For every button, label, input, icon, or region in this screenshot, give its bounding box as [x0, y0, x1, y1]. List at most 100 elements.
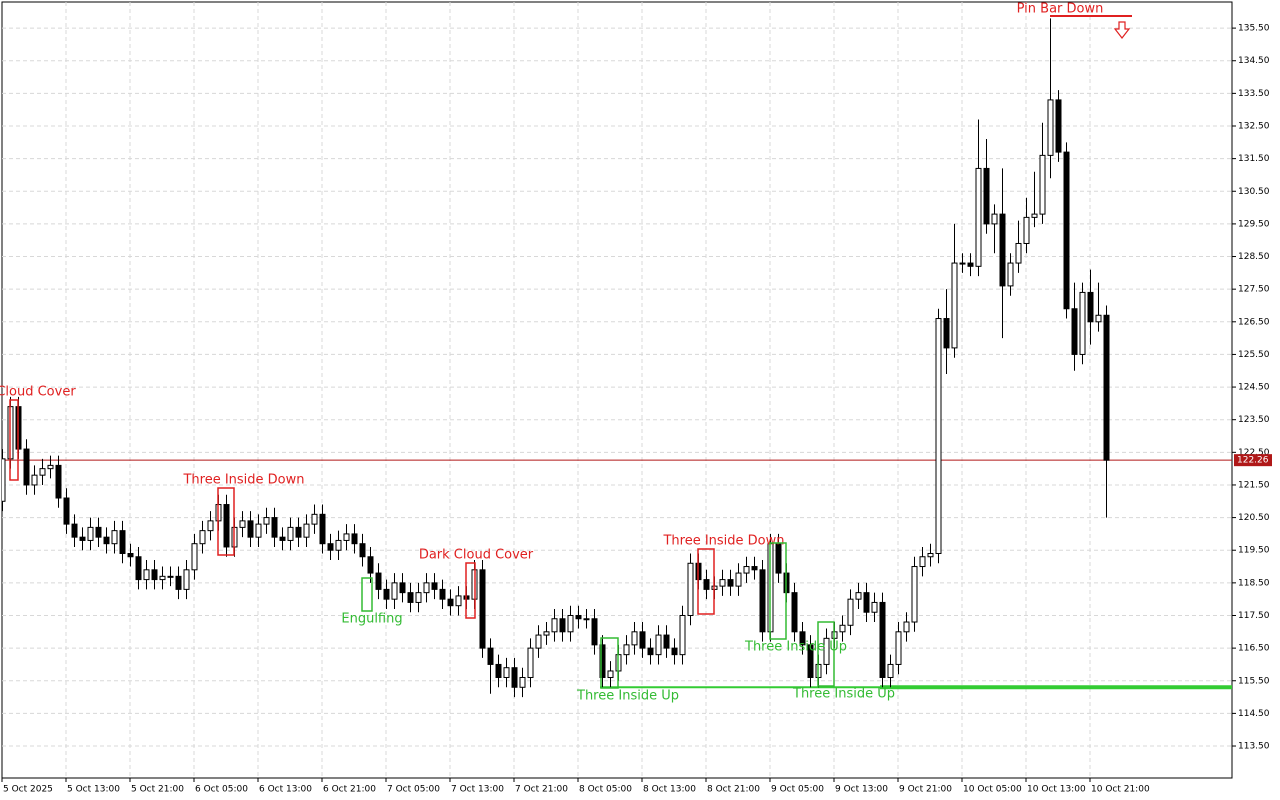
candle-body: [559, 618, 566, 633]
pattern-label: Three Inside Up: [792, 687, 895, 702]
x-tick-label: 5 Oct 13:00: [67, 785, 120, 795]
candle-body: [519, 676, 526, 688]
y-tick-label: 127.50: [1238, 285, 1270, 295]
y-tick-label: 123.50: [1238, 415, 1270, 425]
candle-body: [79, 536, 86, 541]
candle-body: [135, 556, 142, 581]
pattern-box: [697, 548, 715, 615]
candle-body: [127, 552, 134, 558]
candle-body: [1071, 308, 1078, 355]
candle-body: [343, 533, 350, 541]
candle-body: [567, 614, 574, 633]
y-tick-label: 126.50: [1238, 317, 1270, 327]
candle-body: [391, 582, 398, 600]
candle-body: [719, 579, 726, 587]
candle-body: [911, 566, 918, 623]
candle-body: [503, 667, 510, 678]
candle-body: [383, 588, 390, 600]
candle-body: [951, 262, 958, 349]
x-tick-label: 6 Oct 21:00: [323, 785, 376, 795]
candle-body: [599, 644, 606, 678]
candle-body: [663, 634, 670, 649]
candle-body: [1055, 99, 1062, 153]
candle-body: [895, 631, 902, 665]
candle-body: [975, 167, 982, 267]
candle-body: [39, 468, 46, 476]
y-tick-label: 124.50: [1238, 383, 1270, 393]
candles: [2, 18, 1110, 698]
pattern-label: Three Inside Up: [744, 640, 847, 655]
candle-body: [375, 572, 382, 590]
candle-body: [687, 562, 694, 616]
candle-body: [679, 614, 686, 656]
candle-body: [447, 598, 454, 607]
candle-body: [807, 644, 814, 678]
y-tick-label: 135.50: [1238, 24, 1270, 34]
candle-body: [855, 592, 862, 600]
candle-body: [647, 647, 654, 656]
candle-body: [287, 526, 294, 541]
candle-body: [95, 526, 102, 538]
candle-body: [1007, 262, 1014, 287]
candle-body: [863, 592, 870, 613]
candle-body: [727, 579, 734, 587]
x-tick-label: 8 Oct 21:00: [707, 785, 760, 795]
candle-body: [703, 579, 710, 590]
pattern-box: [361, 577, 373, 612]
y-tick-label: 122.50: [1238, 448, 1270, 458]
y-tick-label: 118.50: [1238, 578, 1270, 588]
candle-body: [399, 582, 406, 594]
pattern-box: [465, 562, 476, 619]
candle-body: [407, 592, 414, 603]
candle-body: [575, 614, 582, 620]
candle-body: [311, 513, 318, 525]
x-tick-label: 7 Oct 21:00: [515, 785, 568, 795]
candle-body: [511, 667, 518, 688]
candle-body: [1047, 99, 1054, 156]
candle-body: [1063, 151, 1070, 310]
y-tick-label: 133.50: [1238, 89, 1270, 99]
candle-body: [583, 618, 590, 621]
candle-body: [1031, 213, 1038, 218]
candle-body: [119, 530, 126, 554]
x-tick-label: 7 Oct 05:00: [387, 785, 440, 795]
candle-body: [239, 520, 246, 528]
y-tick-label: 131.50: [1238, 154, 1270, 164]
candle-body: [799, 631, 806, 646]
y-tick-label: 115.50: [1238, 676, 1270, 686]
candle-body: [751, 566, 758, 571]
candle-body: [31, 474, 38, 486]
pattern-box: [217, 487, 235, 556]
candle-body: [207, 520, 214, 532]
candle-body: [487, 647, 494, 665]
candle-body: [279, 536, 286, 541]
pattern-box: [817, 621, 835, 687]
candle-body: [71, 523, 78, 538]
y-tick-label: 134.50: [1238, 56, 1270, 66]
candle-body: [47, 464, 54, 470]
y-tick-label: 128.50: [1238, 252, 1270, 262]
candle-body: [295, 526, 302, 538]
candle-body: [247, 520, 254, 538]
pattern-box: [769, 542, 787, 640]
candle-body: [1079, 291, 1086, 355]
y-tick-label: 119.50: [1238, 546, 1270, 556]
candle-body: [183, 569, 190, 590]
candle-body: [63, 497, 70, 525]
x-tick-label: 10 Oct 21:00: [1091, 785, 1150, 795]
candle-body: [591, 618, 598, 646]
candle-body: [903, 621, 910, 633]
y-tick-label: 113.50: [1238, 742, 1270, 752]
y-tick-label: 117.50: [1238, 611, 1270, 621]
y-tick-label: 116.50: [1238, 644, 1270, 654]
pattern-label: Cloud Cover: [0, 385, 76, 400]
candle-body: [111, 530, 118, 545]
candle-body: [479, 569, 486, 649]
candle-body: [959, 262, 966, 265]
candle-body: [159, 575, 166, 581]
candle-body: [639, 631, 646, 649]
candle-body: [335, 539, 342, 551]
candle-body: [999, 213, 1006, 287]
candle-body: [263, 517, 270, 525]
